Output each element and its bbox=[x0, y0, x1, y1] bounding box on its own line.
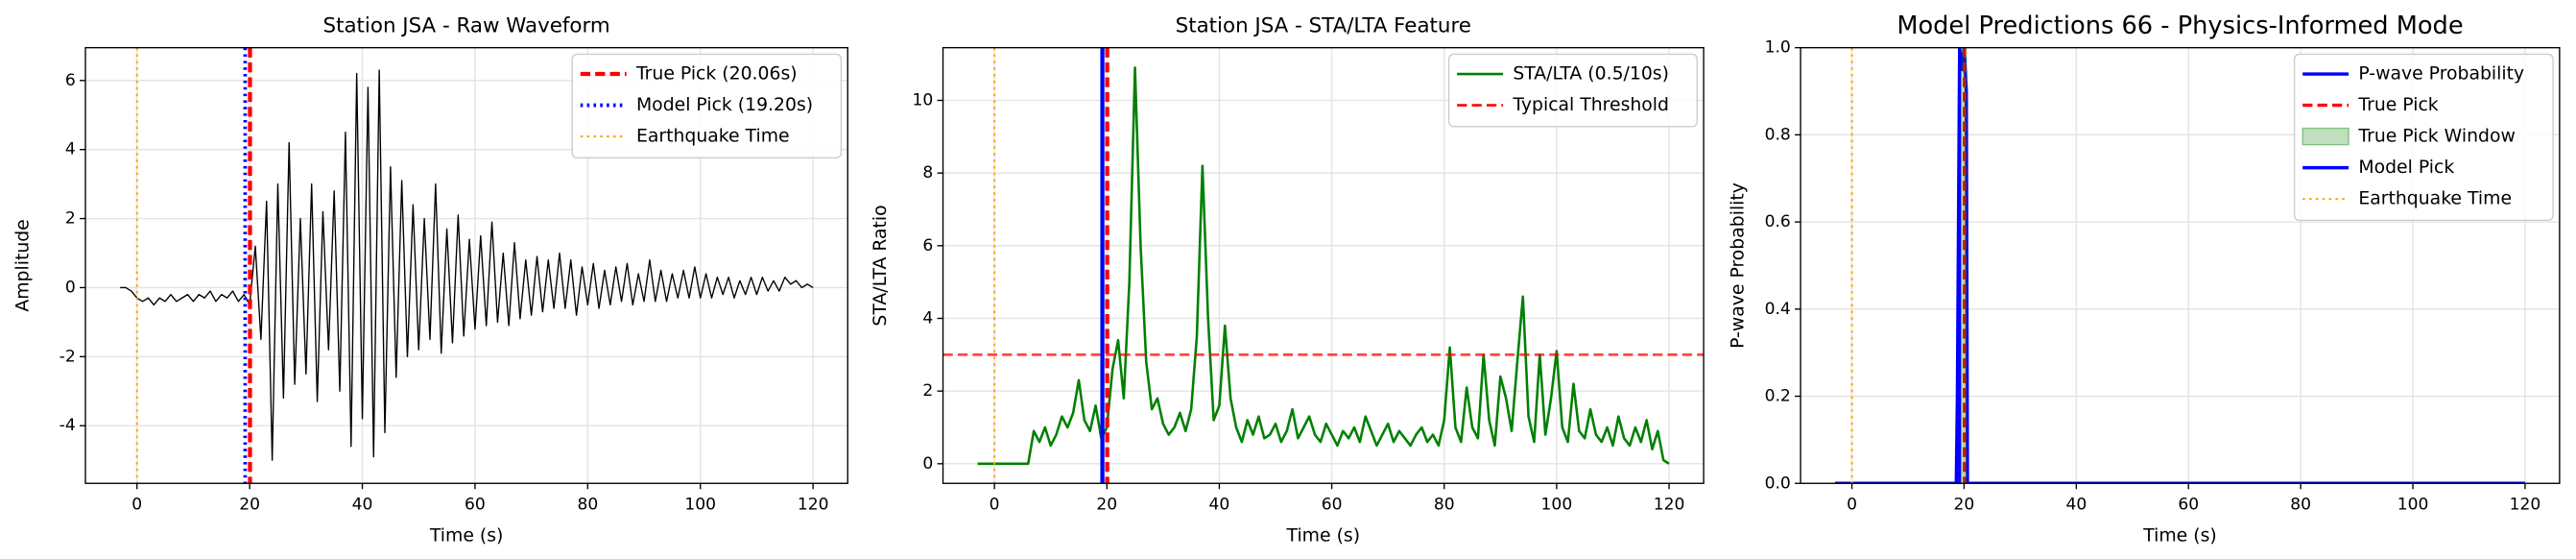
x-tick-label: 100 bbox=[684, 496, 716, 515]
data-line bbox=[977, 66, 1670, 466]
y-axis-label: P-wave Probability bbox=[1729, 182, 1749, 349]
chart-title: Model Predictions 66 - Physics-Informed … bbox=[1896, 12, 2463, 40]
plot-area bbox=[1835, 47, 2525, 484]
x-tick-label: 40 bbox=[2065, 496, 2087, 515]
y-tick-label: 10 bbox=[912, 91, 933, 110]
legend-box bbox=[1447, 53, 1698, 128]
y-tick-label: 0.8 bbox=[1765, 125, 1791, 144]
y-tick-label: 6 bbox=[65, 71, 76, 90]
x-tick-label: 40 bbox=[352, 496, 373, 515]
legend-label: True Pick Window bbox=[2357, 127, 2516, 147]
legend-label: True Pick (20.06s) bbox=[635, 64, 798, 85]
legend-label: Earthquake Time bbox=[2358, 189, 2512, 209]
x-axis-label: Time (s) bbox=[2142, 526, 2217, 547]
plot-area bbox=[120, 47, 814, 484]
chart-title: Station JSA - STA/LTA Feature bbox=[1176, 13, 1471, 37]
legend-box bbox=[2293, 53, 2554, 222]
data-line bbox=[120, 69, 814, 461]
axes-frame bbox=[942, 46, 1705, 484]
legend: P-wave Probability True Pick True Pick Win… bbox=[2293, 53, 2554, 222]
x-tick-label: 80 bbox=[1434, 496, 1455, 515]
x-tick-label: 80 bbox=[577, 496, 598, 515]
legend-label: Model Pick bbox=[2358, 158, 2454, 178]
plot-area bbox=[942, 47, 1705, 484]
legend-label: True Pick bbox=[2357, 95, 2438, 115]
x-tick-label: 60 bbox=[2178, 496, 2199, 515]
x-tick-label: 20 bbox=[1096, 496, 1117, 515]
legend-box bbox=[571, 53, 843, 159]
x-axis-label: Time (s) bbox=[1286, 526, 1361, 547]
axes-frame bbox=[1800, 46, 2561, 484]
subplot: 0 20 40 60 80 100 120 0.0 0.2 0.4 0.6 0.8 1.0 Model P… bbox=[1729, 12, 2561, 547]
y-tick-label: 4 bbox=[65, 140, 76, 159]
x-tick-label: 60 bbox=[465, 496, 486, 515]
legend-label: Earthquake Time bbox=[636, 127, 790, 147]
x-tick-label: 60 bbox=[1322, 496, 1343, 515]
axes-frame bbox=[84, 46, 848, 484]
y-tick-label: -4 bbox=[60, 416, 76, 435]
x-tick-label: 100 bbox=[2397, 496, 2429, 515]
x-tick-label: 40 bbox=[1209, 496, 1230, 515]
y-tick-label: 0.2 bbox=[1765, 387, 1791, 406]
window-span bbox=[1961, 47, 1968, 484]
subplot: 0 20 40 60 80 100 120 -4 -2 0 2 4 6 Station JSA - Raw… bbox=[12, 13, 848, 547]
y-tick-label: 2 bbox=[922, 381, 933, 401]
y-tick-label: 2 bbox=[65, 209, 76, 229]
y-tick-label: 6 bbox=[922, 236, 933, 255]
legend-label: Model Pick (19.20s) bbox=[636, 95, 813, 115]
y-tick-label: 1.0 bbox=[1765, 38, 1791, 58]
legend-label: Typical Threshold bbox=[1512, 95, 1669, 115]
x-tick-label: 0 bbox=[990, 496, 1000, 515]
y-axis-label: Amplitude bbox=[12, 219, 33, 311]
legend-swatch bbox=[2302, 127, 2349, 146]
y-tick-label: 4 bbox=[922, 308, 933, 328]
x-tick-label: 120 bbox=[1654, 496, 1685, 515]
y-tick-label: 0.4 bbox=[1765, 300, 1791, 319]
y-axis-label: STA/LTA Ratio bbox=[871, 205, 891, 326]
y-tick-label: 8 bbox=[922, 163, 933, 182]
legend-label: STA/LTA (0.5/10s) bbox=[1513, 64, 1669, 85]
chart-title: Station JSA - Raw Waveform bbox=[323, 13, 610, 37]
y-tick-label: 0 bbox=[65, 278, 76, 297]
x-tick-label: 80 bbox=[2290, 496, 2311, 515]
x-tick-label: 100 bbox=[1541, 496, 1573, 515]
y-tick-label: 0 bbox=[922, 454, 933, 474]
x-tick-label: 0 bbox=[1847, 496, 1857, 515]
x-tick-label: 120 bbox=[798, 496, 829, 515]
legend: STA/LTA (0.5/10s) Typical Threshold bbox=[1447, 53, 1698, 128]
y-tick-label: -2 bbox=[60, 347, 76, 366]
x-axis-label: Time (s) bbox=[429, 526, 504, 547]
x-tick-label: 20 bbox=[239, 496, 260, 515]
subplot: 0 20 40 60 80 100 120 0 2 4 6 8 10 Station JSA - STA/… bbox=[871, 13, 1705, 547]
y-tick-label: 0.6 bbox=[1765, 212, 1791, 231]
y-tick-label: 0.0 bbox=[1765, 474, 1791, 493]
x-tick-label: 0 bbox=[131, 496, 142, 515]
x-tick-label: 20 bbox=[1954, 496, 1975, 515]
x-tick-label: 120 bbox=[2510, 496, 2541, 515]
legend: True Pick (20.06s) Model Pick (19.20s) Ear… bbox=[571, 53, 843, 159]
legend-label: P-wave Probability bbox=[2358, 64, 2524, 85]
